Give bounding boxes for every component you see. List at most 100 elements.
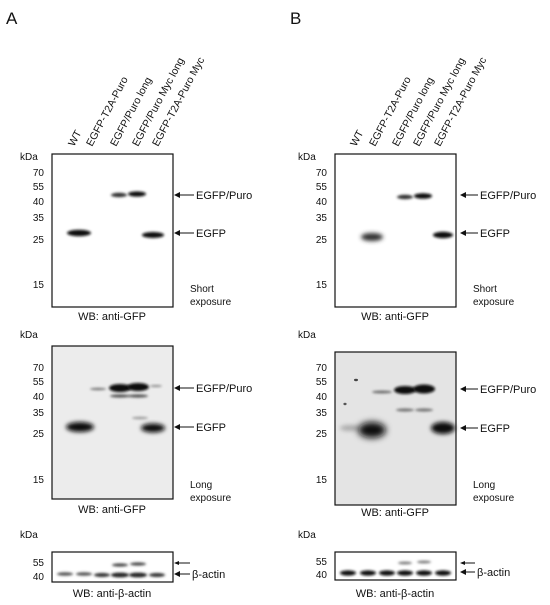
blot-membrane bbox=[334, 551, 457, 581]
marker-25: 25 bbox=[33, 429, 45, 440]
blot-membrane bbox=[51, 153, 174, 308]
marker-55: 55 bbox=[33, 377, 45, 388]
exposure-label-line2: exposure bbox=[190, 493, 232, 504]
band-egfp-lane2 bbox=[358, 422, 386, 438]
blot-membrane bbox=[51, 345, 174, 500]
bands bbox=[57, 562, 165, 578]
marker-55: 55 bbox=[33, 182, 45, 193]
size-markers: 70 55 40 35 25 15 bbox=[316, 363, 328, 486]
band-actin-lane6 bbox=[435, 570, 451, 576]
marker-55: 55 bbox=[33, 558, 45, 569]
marker-70: 70 bbox=[33, 168, 45, 179]
band-egfp-lane2 bbox=[66, 422, 94, 432]
band-upper-lane5 bbox=[417, 560, 431, 564]
band-label-egfp-puro: EGFP/Puro bbox=[196, 383, 252, 395]
panel-letter-a: A bbox=[6, 9, 18, 28]
kda-label: kDa bbox=[298, 152, 316, 163]
marker-15: 15 bbox=[316, 475, 328, 486]
band-actin-lane5 bbox=[416, 570, 432, 576]
antibody-caption: WB: anti-GFP bbox=[78, 311, 146, 323]
band-label-egfp: EGFP bbox=[480, 423, 510, 435]
band-smear-lane4 bbox=[128, 394, 148, 398]
lane-label-wt: WT bbox=[66, 128, 85, 149]
lane-labels-b: WT EGFP-T2A-Puro EGFP/Puro long EGFP/Pur… bbox=[348, 55, 489, 148]
marker-70: 70 bbox=[33, 363, 45, 374]
band-label-egfp: EGFP bbox=[196, 422, 226, 434]
size-markers: 70 55 40 35 25 15 bbox=[33, 168, 45, 291]
panel-a: A WT EGFP-T2A-Puro EGFP/Puro long EGFP/P… bbox=[6, 9, 252, 600]
blot-a-short-exposure: kDa 70 55 40 35 25 15 EGFP/Puro bbox=[20, 152, 252, 323]
band-label-egfp-puro: EGFP/Puro bbox=[480, 190, 536, 202]
marker-25: 25 bbox=[316, 429, 328, 440]
band-faint-lane2 bbox=[90, 387, 106, 391]
exposure-label-line1: Short bbox=[190, 284, 214, 295]
exposure-label-line2: exposure bbox=[473, 297, 515, 308]
lane-label-wt: WT bbox=[348, 128, 367, 149]
band-egfp-puro-lane3 bbox=[394, 386, 416, 394]
band-actin-lane3 bbox=[379, 570, 395, 576]
band-smear-lane3 bbox=[396, 408, 414, 412]
band-smear-lane4 bbox=[415, 408, 433, 412]
exposure-label-line1: Long bbox=[190, 480, 212, 491]
size-markers: 70 55 40 35 25 15 bbox=[316, 168, 328, 291]
antibody-caption: WB: anti-GFP bbox=[361, 311, 429, 323]
marker-40: 40 bbox=[33, 197, 45, 208]
kda-label: kDa bbox=[20, 330, 38, 341]
marker-15: 15 bbox=[316, 280, 328, 291]
panel-letter-b: B bbox=[290, 9, 301, 28]
band-upper-lane5 bbox=[130, 562, 146, 566]
kda-label: kDa bbox=[20, 152, 38, 163]
band-egfp-lane5 bbox=[141, 423, 165, 433]
band-annotations: EGFP/Puro EGFP bbox=[174, 383, 252, 434]
blot-membrane bbox=[334, 153, 457, 308]
marker-70: 70 bbox=[316, 168, 328, 179]
band-actin-lane5 bbox=[129, 572, 147, 578]
marker-55: 55 bbox=[316, 557, 328, 568]
kda-label: kDa bbox=[20, 530, 38, 541]
marker-25: 25 bbox=[316, 235, 328, 246]
lane-labels-a: WT EGFP-T2A-Puro EGFP/Puro long EGFP/Pur… bbox=[66, 55, 207, 148]
band-egfp-lane2 bbox=[67, 229, 91, 237]
band-annotations: β-actin bbox=[174, 561, 225, 581]
marker-15: 15 bbox=[33, 280, 45, 291]
marker-35: 35 bbox=[33, 408, 45, 419]
marker-15: 15 bbox=[33, 475, 45, 486]
marker-55: 55 bbox=[316, 182, 328, 193]
band-actin-lane3 bbox=[94, 573, 110, 577]
blot-b-beta-actin: kDa 55 40 β-actin bbox=[298, 530, 510, 600]
band-annotations: EGFP/Puro EGFP bbox=[460, 384, 536, 435]
bands bbox=[67, 191, 164, 238]
kda-label: kDa bbox=[298, 330, 316, 341]
panel-b: B WT EGFP-T2A-Puro EGFP/Puro long EGFP/P… bbox=[290, 9, 536, 600]
band-actin-lane1 bbox=[340, 570, 356, 576]
marker-35: 35 bbox=[316, 213, 328, 224]
bands bbox=[66, 383, 165, 433]
band-upper-lane4 bbox=[398, 561, 412, 565]
band-faint-lane5 bbox=[150, 385, 162, 387]
antibody-caption: WB: anti-β-actin bbox=[356, 588, 434, 600]
band-speck bbox=[354, 378, 358, 382]
size-markers: 55 40 bbox=[33, 558, 45, 583]
marker-70: 70 bbox=[316, 363, 328, 374]
band-label-egfp-puro: EGFP/Puro bbox=[196, 190, 252, 202]
marker-55: 55 bbox=[316, 377, 328, 388]
marker-40: 40 bbox=[33, 392, 45, 403]
band-egfp-puro-lane3 bbox=[397, 194, 413, 200]
blot-b-short-exposure: kDa 70 55 40 35 25 15 EGFP/Puro bbox=[298, 152, 536, 323]
marker-40: 40 bbox=[316, 197, 328, 208]
blot-a-long-exposure: kDa 70 55 40 35 25 15 bbox=[20, 330, 252, 516]
bands bbox=[340, 378, 455, 438]
size-markers: 55 40 bbox=[316, 557, 328, 581]
blot-membrane bbox=[51, 551, 174, 583]
bands bbox=[340, 560, 451, 576]
blot-a-beta-actin: kDa 55 40 β-actin bbox=[20, 530, 225, 600]
marker-35: 35 bbox=[316, 408, 328, 419]
marker-40: 40 bbox=[33, 572, 45, 583]
marker-40: 40 bbox=[316, 392, 328, 403]
band-egfp-lane5 bbox=[142, 232, 164, 238]
exposure-label-line2: exposure bbox=[473, 493, 515, 504]
band-smear-lane3 bbox=[110, 394, 130, 398]
band-speck bbox=[343, 402, 347, 406]
band-egfp-puro-lane4 bbox=[127, 383, 149, 391]
